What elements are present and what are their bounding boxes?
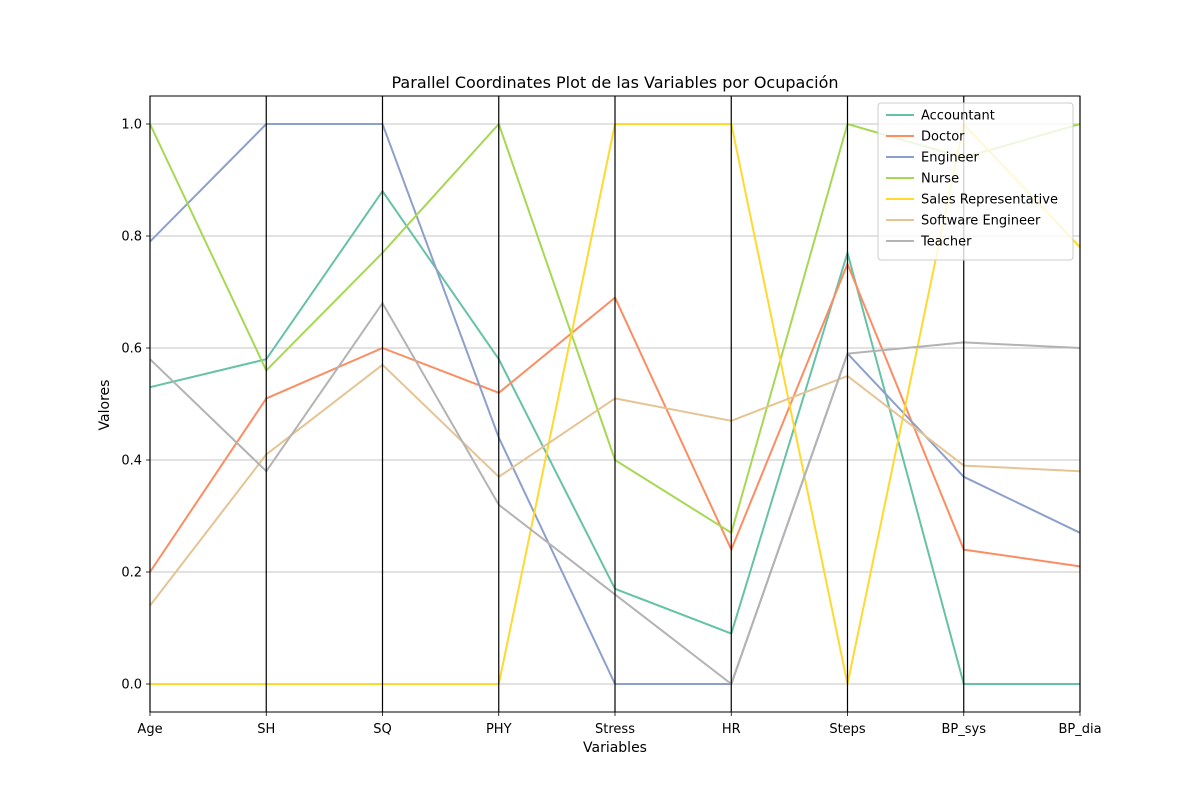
- y-tick-label: 0.0: [121, 678, 142, 693]
- legend-label: Software Engineer: [921, 214, 1041, 229]
- x-tick-label: SQ: [373, 722, 391, 737]
- legend-label: Sales Representative: [921, 193, 1058, 208]
- plot-frame: [149, 95, 1081, 713]
- y-tick-label: 0.4: [121, 454, 142, 469]
- x-tick-label: HR: [722, 722, 741, 737]
- y-tick-label: 0.2: [121, 566, 142, 581]
- y-axis-title: Valores: [97, 380, 113, 431]
- legend-label: Doctor: [921, 130, 965, 145]
- axes-layer: [146, 96, 1081, 716]
- legend: Accountant Doctor Engineer Nurse Sales Repre…: [877, 102, 1074, 261]
- x-axis-title: Variables: [583, 740, 647, 756]
- legend-label: Teacher: [920, 235, 972, 250]
- legend-label: Engineer: [921, 151, 980, 166]
- y-tick-label: 1.0: [121, 118, 142, 133]
- chart-title: Parallel Coordinates Plot de las Variabl…: [392, 73, 839, 92]
- x-tick-label: BP_dia: [1058, 722, 1101, 737]
- legend-label: Accountant: [921, 109, 995, 124]
- x-tick-label: Age: [137, 722, 162, 737]
- x-tick-label: Steps: [829, 722, 866, 737]
- x-tick-label: SH: [257, 722, 275, 737]
- y-tick-label: 0.8: [121, 230, 142, 245]
- legend-label: Nurse: [921, 172, 959, 187]
- labels-layer: Parallel Coordinates Plot de las Variabl…: [97, 73, 1102, 756]
- x-tick-label: BP_sys: [942, 722, 987, 737]
- legend-box: [877, 102, 1074, 261]
- y-tick-label: 0.6: [121, 342, 142, 357]
- frame-layer: [149, 95, 1081, 713]
- x-tick-label: Stress: [595, 722, 635, 737]
- x-tick-label: PHY: [486, 722, 512, 737]
